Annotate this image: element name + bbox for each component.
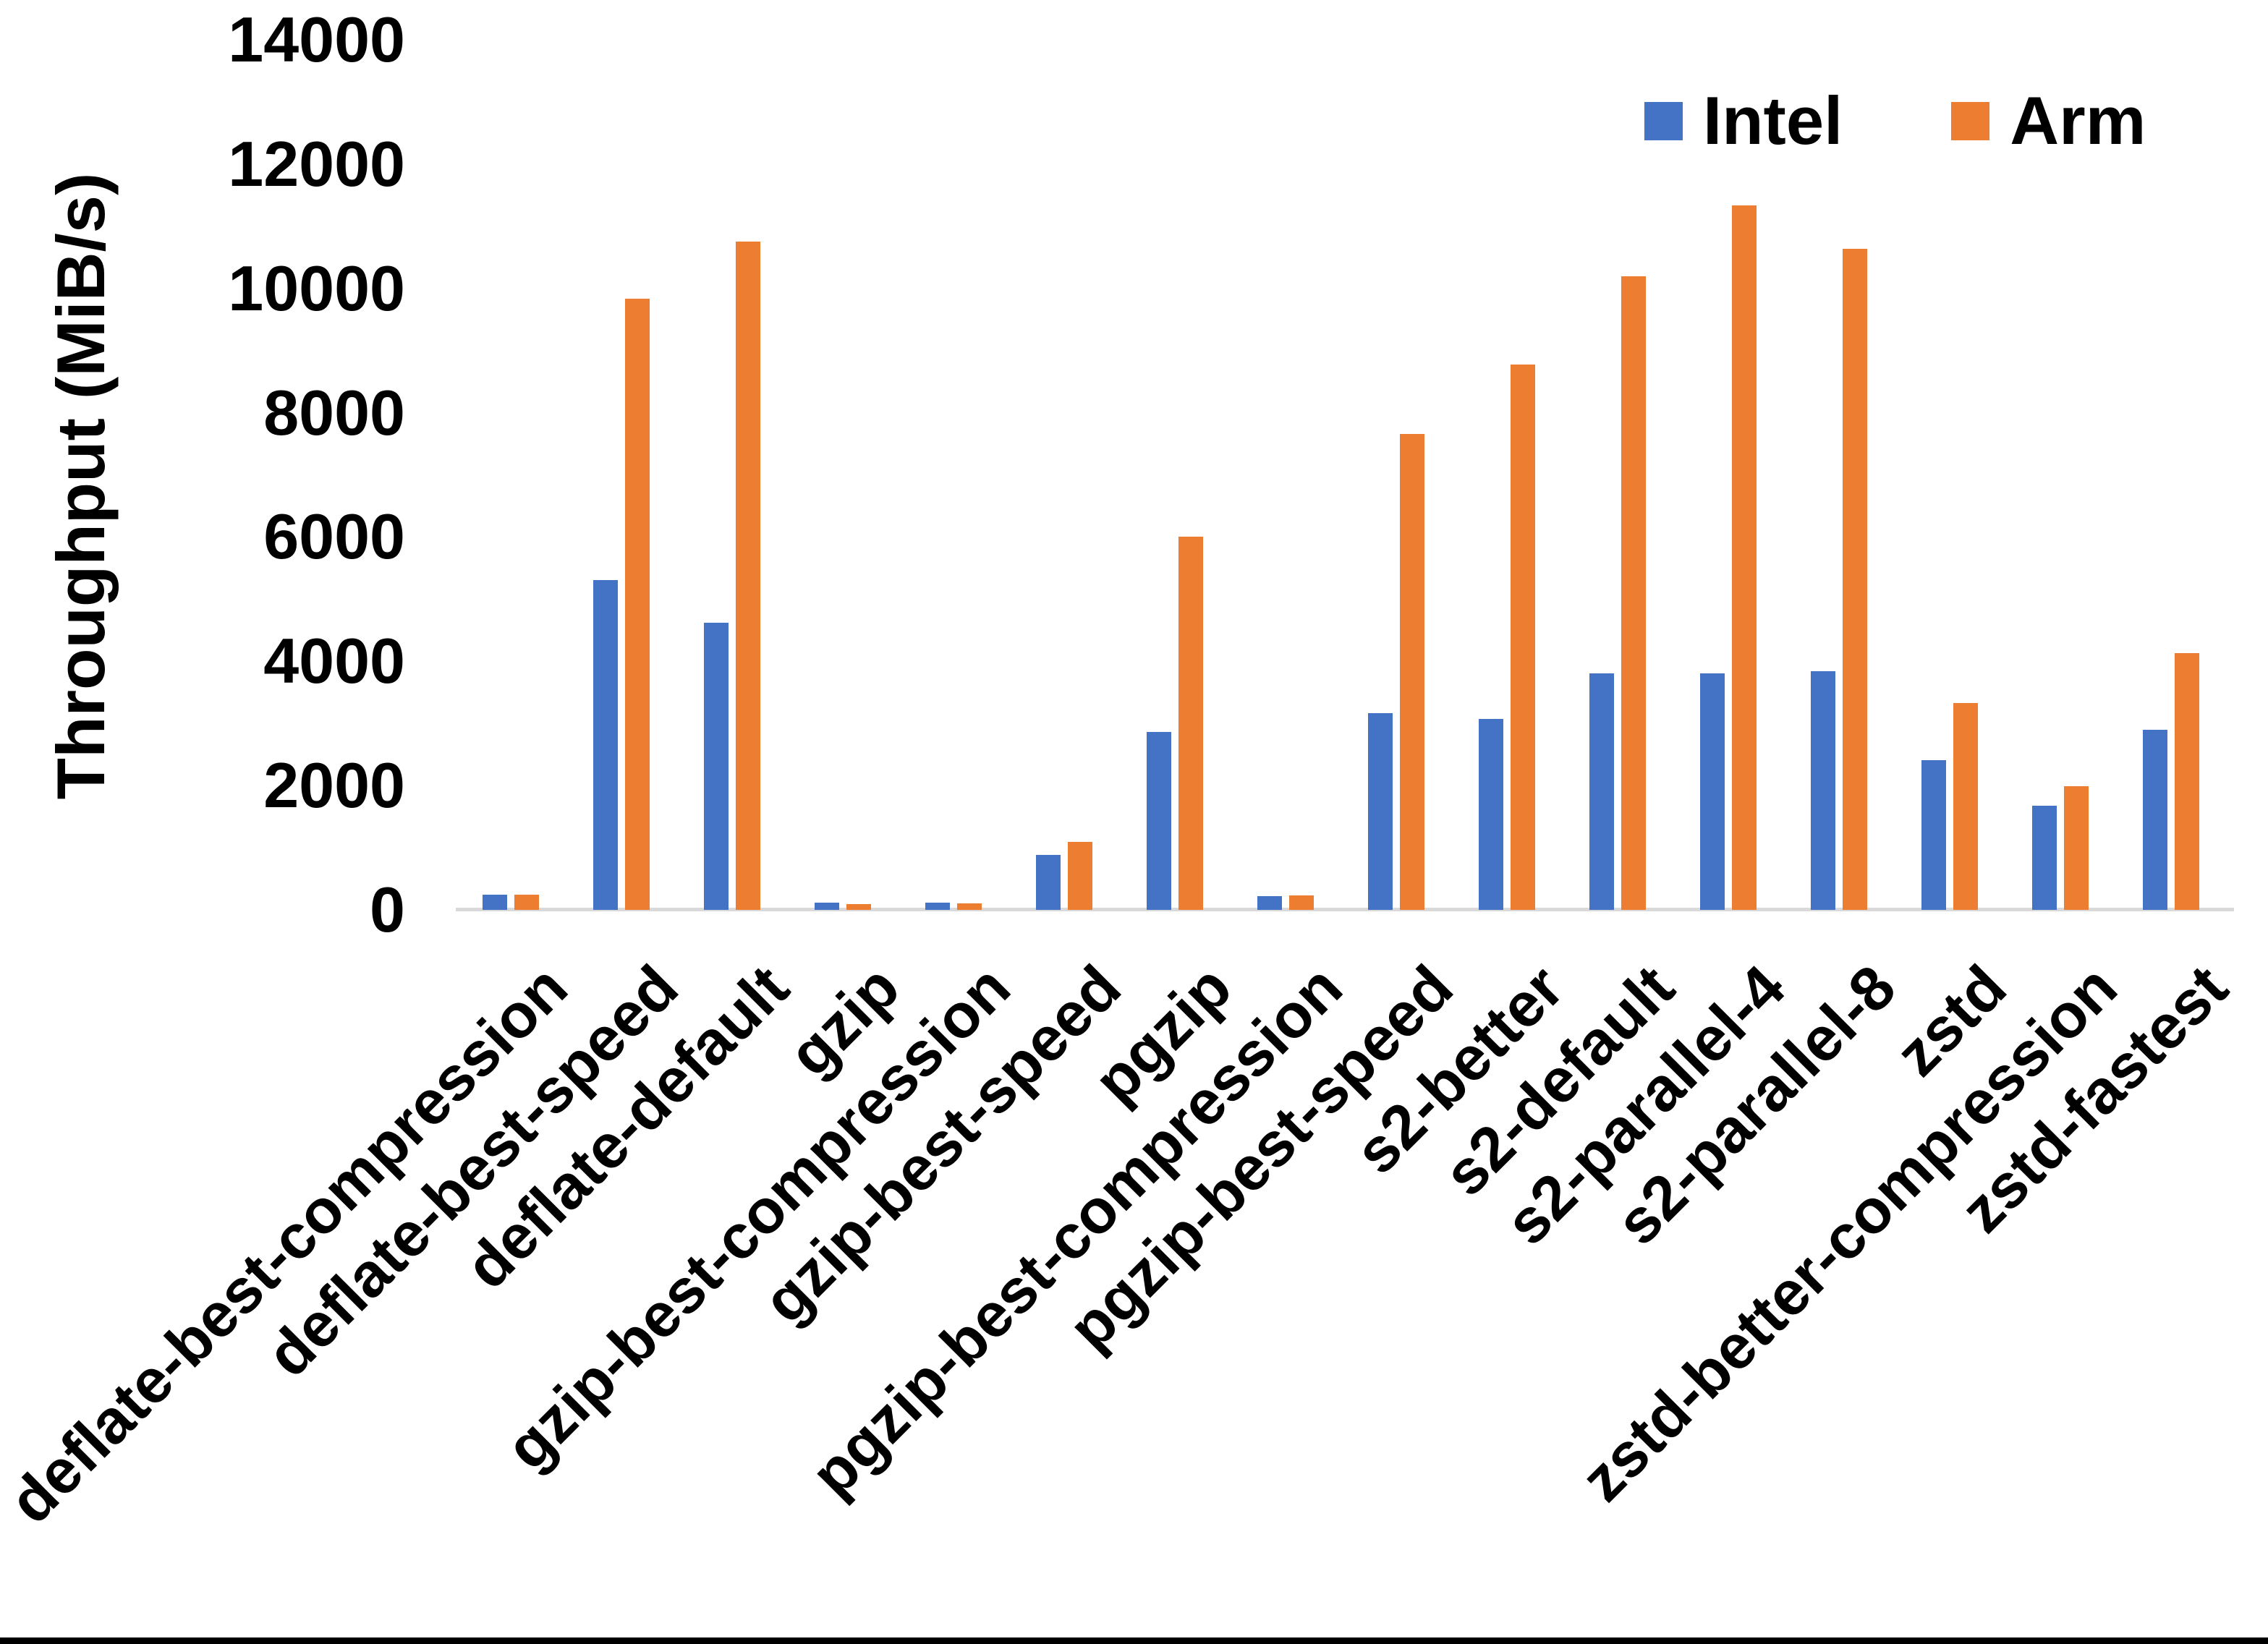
arm-series-swatch-icon <box>1951 101 1990 140</box>
bar-arm-gzip-best-compression <box>957 903 982 910</box>
bar-arm-pgzip-best-speed <box>1400 434 1424 910</box>
bar-arm-deflate-best-compression <box>514 895 539 910</box>
y-tick-label-6000: 6000 <box>263 501 405 573</box>
intel-series-swatch-icon <box>1644 101 1683 140</box>
bar-intel-s2-better <box>1479 719 1503 910</box>
page-bottom-border <box>0 1637 2268 1644</box>
legend-label-intel: Intel <box>1703 82 1843 158</box>
bar-arm-zstd-fastest <box>2175 653 2199 910</box>
bar-arm-s2-default <box>1621 276 1646 910</box>
bar-intel-gzip-best-compression <box>925 903 950 910</box>
bar-arm-s2-parallel-8 <box>1843 249 1867 910</box>
bar-intel-zstd <box>1921 760 1946 910</box>
y-tick-label-8000: 8000 <box>263 376 405 448</box>
legend-item-intel: Intel <box>1644 87 1843 155</box>
bar-arm-zstd <box>1953 703 1978 910</box>
bar-arm-pgzip-best-compression <box>1289 895 1314 910</box>
bar-intel-zstd-better-compression <box>2032 806 2057 910</box>
bar-intel-s2-default <box>1589 673 1614 910</box>
bar-arm-gzip-best-speed <box>1068 842 1092 910</box>
bar-arm-deflate-best-speed <box>625 299 650 910</box>
bar-arm-pgzip <box>1178 537 1203 910</box>
bar-intel-s2-parallel-8 <box>1811 671 1835 910</box>
bar-intel-deflate-default <box>704 623 729 910</box>
y-tick-label-4000: 4000 <box>263 625 405 697</box>
bar-intel-deflate-best-speed <box>593 580 618 910</box>
legend-label-arm: Arm <box>2010 82 2146 158</box>
y-tick-label-10000: 10000 <box>228 252 405 324</box>
bar-arm-deflate-default <box>736 242 760 910</box>
legend: Intel Arm <box>1644 87 2254 155</box>
bar-intel-pgzip-best-compression <box>1257 896 1282 910</box>
bar-intel-s2-parallel-4 <box>1700 673 1725 910</box>
bar-intel-pgzip <box>1147 732 1171 910</box>
bar-arm-zstd-better-compression <box>2064 786 2089 910</box>
y-tick-label-0: 0 <box>370 874 405 945</box>
y-tick-label-14000: 14000 <box>228 4 405 75</box>
bar-intel-zstd-fastest <box>2143 730 2167 910</box>
y-tick-label-2000: 2000 <box>263 749 405 822</box>
bar-arm-s2-better <box>1511 365 1535 910</box>
bar-intel-pgzip-best-speed <box>1368 713 1393 910</box>
bar-arm-gzip <box>846 904 871 910</box>
x-axis-line <box>456 908 2234 911</box>
bar-arm-s2-parallel-4 <box>1732 205 1757 910</box>
legend-item-arm: Arm <box>1951 87 2146 155</box>
bar-intel-deflate-best-compression <box>483 895 507 910</box>
bar-intel-gzip-best-speed <box>1036 855 1061 910</box>
y-tick-label-12000: 12000 <box>228 127 405 200</box>
bar-intel-gzip <box>815 903 839 910</box>
